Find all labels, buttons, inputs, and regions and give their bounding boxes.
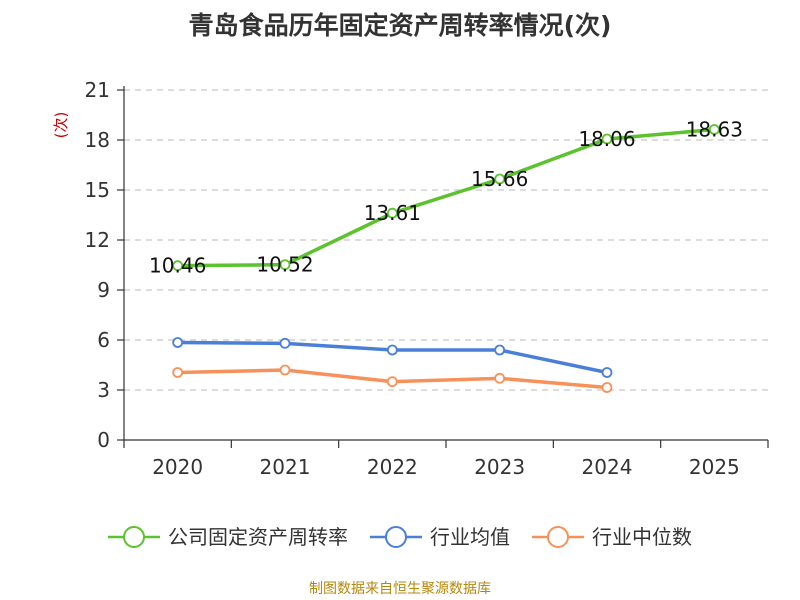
source-note: 制图数据来自恒生聚源数据库 bbox=[309, 581, 491, 597]
y-tick-label: 6 bbox=[97, 328, 110, 352]
x-tick-label: 2023 bbox=[474, 455, 525, 479]
x-tick-label: 2025 bbox=[689, 455, 740, 479]
y-axis-unit: (次) bbox=[52, 112, 70, 139]
x-tick-label: 2020 bbox=[152, 455, 203, 479]
data-label: 15.66 bbox=[471, 167, 528, 191]
data-label: 18.06 bbox=[578, 127, 635, 151]
y-tick-label: 0 bbox=[97, 428, 110, 452]
y-tick-label: 18 bbox=[85, 128, 110, 152]
label-layer: 10.46 10.52 13.61 15.66 18.06 18.63 bbox=[149, 118, 743, 278]
legend-label: 公司固定资产周转率 bbox=[168, 525, 348, 549]
data-point bbox=[172, 337, 184, 348]
data-point bbox=[386, 376, 398, 388]
series-layer bbox=[172, 124, 720, 393]
data-point bbox=[172, 260, 184, 272]
data-point bbox=[494, 372, 506, 384]
chart-title: 青岛食品历年固定资产周转率情况(次) bbox=[188, 11, 612, 40]
legend-marker bbox=[123, 526, 145, 548]
data-point bbox=[601, 382, 613, 393]
axis-layer: 0 3 6 9 12 15 18 21 2020 2021 2022 2023 2024 2025 (次) bbox=[52, 78, 769, 479]
y-tick-label: 21 bbox=[85, 78, 110, 102]
y-tick-label: 15 bbox=[85, 178, 110, 202]
data-point bbox=[708, 124, 720, 135]
data-point bbox=[279, 337, 291, 349]
legend-marker bbox=[385, 526, 407, 548]
y-tick-label: 12 bbox=[85, 228, 110, 252]
x-tick-label: 2021 bbox=[260, 455, 311, 479]
legend-label: 行业中位数 bbox=[592, 525, 692, 549]
data-point bbox=[601, 133, 613, 145]
data-point bbox=[494, 173, 506, 185]
data-point bbox=[279, 259, 291, 271]
data-point bbox=[279, 364, 291, 376]
x-tick-label: 2024 bbox=[582, 455, 633, 479]
legend-marker bbox=[547, 526, 569, 548]
data-label: 13.61 bbox=[364, 201, 421, 225]
legend-layer: 公司固定资产周转率 行业均值 行业中位数 bbox=[108, 525, 692, 549]
data-point bbox=[172, 367, 184, 378]
data-label: 10.52 bbox=[256, 253, 313, 277]
data-point bbox=[386, 207, 398, 219]
data-label: 18.63 bbox=[686, 118, 743, 142]
series-line bbox=[177, 127, 715, 268]
y-tick-label: 9 bbox=[97, 278, 110, 302]
data-point bbox=[494, 344, 506, 356]
y-tick-label: 3 bbox=[97, 378, 110, 402]
data-point bbox=[601, 367, 613, 378]
legend-label: 行业均值 bbox=[430, 525, 510, 549]
grid-layer bbox=[124, 89, 768, 391]
x-tick-label: 2022 bbox=[367, 455, 418, 479]
data-point bbox=[386, 344, 398, 356]
data-label: 10.46 bbox=[149, 254, 206, 278]
